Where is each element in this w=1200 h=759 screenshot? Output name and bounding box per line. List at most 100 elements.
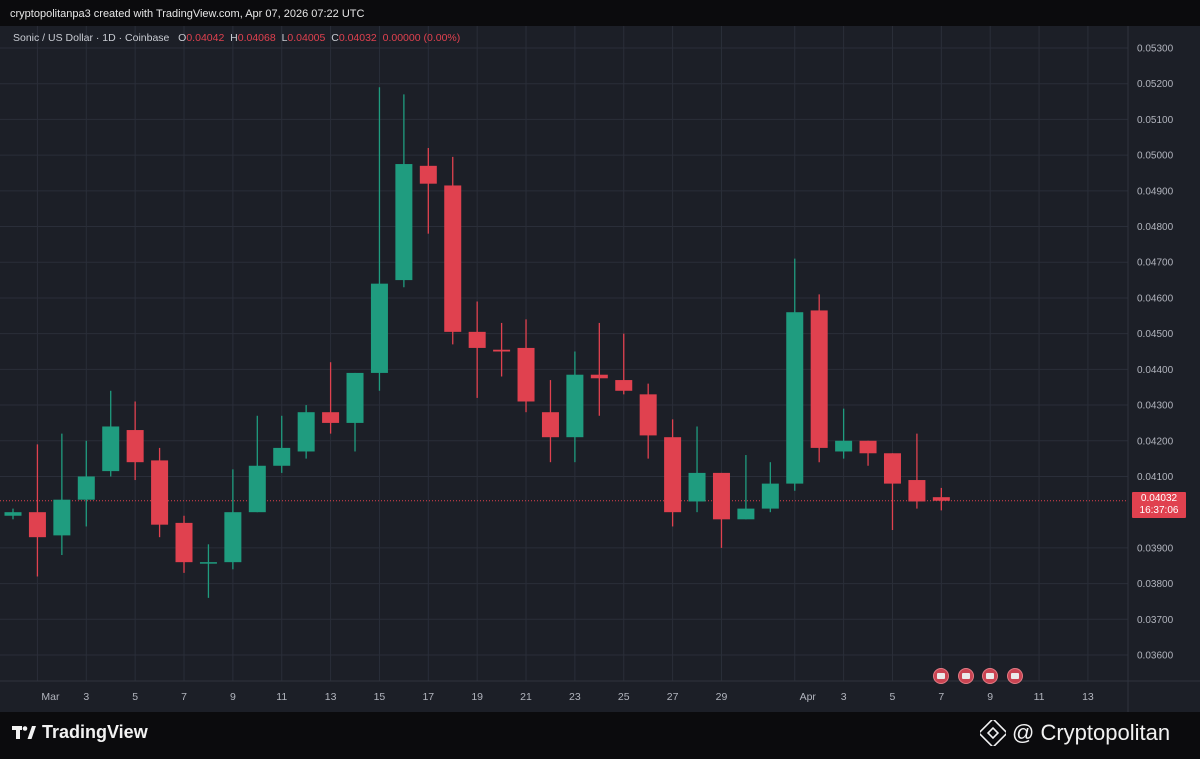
candle-body [810, 310, 828, 448]
candle-bearish [639, 383, 657, 459]
candle-bullish [688, 426, 706, 513]
candle-body [224, 512, 242, 563]
y-tick-label: 0.04600 [1137, 293, 1174, 304]
candle-body [297, 412, 315, 452]
x-tick-label: 5 [132, 691, 138, 703]
candle-body [590, 374, 608, 379]
y-tick-label: 0.05300 [1137, 44, 1174, 55]
x-tick-label: 13 [1082, 691, 1094, 703]
candle-bullish [248, 415, 266, 513]
candle-body [883, 453, 901, 484]
created-with-text: cryptopolitanpa3 created with TradingVie… [10, 8, 365, 20]
candle-bearish [810, 294, 828, 463]
x-tick-label: 17 [422, 691, 434, 703]
price-axis: 0.03600 0.03700 0.03800 0.03900 0.04100 0.042… [1137, 44, 1174, 662]
candle-body [688, 472, 706, 502]
candle-bearish [664, 419, 682, 527]
candlestick-chart[interactable]: 0.03600 0.03700 0.03800 0.03900 0.04100 0.042… [0, 26, 1200, 712]
candle-bullish [273, 415, 291, 473]
us-flag-icon[interactable] [957, 668, 974, 684]
high-value: 0.04068 [237, 32, 276, 44]
candle-bearish [151, 447, 169, 538]
candle-body [639, 394, 657, 436]
tradingview-logo[interactable]: TradingView [12, 722, 148, 743]
x-tick-label: 9 [230, 691, 236, 703]
candle-bearish [712, 472, 730, 548]
candle-body [419, 165, 437, 184]
candle-body [126, 430, 144, 463]
chart-panel[interactable]: 0.03600 0.03700 0.03800 0.03900 0.04100 0.042… [0, 26, 1200, 712]
y-tick-label: 0.03700 [1137, 615, 1174, 626]
candle-bullish [346, 372, 364, 452]
x-tick-label: 5 [890, 691, 896, 703]
candle-body [273, 447, 291, 466]
footer: TradingView @ Cryptopolitan [0, 712, 1200, 759]
candle-bullish [297, 405, 315, 459]
candle-body [712, 472, 730, 520]
candle-bullish [761, 462, 779, 513]
tradingview-logo-text: TradingView [42, 722, 148, 742]
candle-bearish [517, 319, 535, 413]
candle-body [248, 465, 266, 513]
candle-bearish [468, 301, 486, 398]
candle-body [859, 440, 877, 454]
candle-bearish [126, 401, 144, 481]
us-flag-icon[interactable] [1006, 668, 1023, 684]
candle-body [786, 312, 804, 484]
candle-body [615, 380, 633, 391]
y-tick-label: 0.04300 [1137, 401, 1174, 412]
bar-countdown: 16:37:06 [1139, 505, 1179, 516]
x-tick-label: 25 [618, 691, 630, 703]
candle-body [664, 437, 682, 513]
candle-bearish [175, 515, 193, 573]
candle-body [761, 483, 779, 509]
candle-bullish [224, 469, 242, 570]
candle-body [346, 372, 364, 423]
x-tick-label: 9 [987, 691, 993, 703]
candle-bullish [370, 87, 388, 391]
close-label: C [331, 32, 339, 44]
candle-body [493, 349, 511, 352]
candle-bearish [322, 362, 340, 434]
candle-body [370, 283, 388, 373]
candle-bullish [102, 390, 120, 477]
candle-bullish [77, 440, 95, 527]
candle-body [102, 426, 120, 472]
y-tick-label: 0.04700 [1137, 258, 1174, 269]
x-tick-label: 19 [471, 691, 483, 703]
candle-bearish [444, 156, 462, 345]
time-axis: Mar 3 5 7 9 11 13 15 17 19 21 23 25 27 29 Apr 3 5 7 9 11 13 [41, 691, 1094, 703]
candle-body [468, 331, 486, 348]
y-tick-label: 0.03800 [1137, 579, 1174, 590]
y-tick-label: 0.04400 [1137, 365, 1174, 376]
x-tick-label: 7 [181, 691, 187, 703]
candle-body [175, 522, 193, 563]
candle-bearish [493, 322, 511, 377]
binance-diamond-icon [980, 720, 1006, 746]
x-tick-label: 3 [841, 691, 847, 703]
y-tick-label: 0.03600 [1137, 651, 1174, 662]
last-price-tag: 0.04032 16:37:06 [1132, 492, 1186, 518]
candle-bearish [419, 147, 437, 234]
candle-body [541, 412, 559, 438]
low-label: L [281, 32, 288, 44]
candle-bullish [737, 455, 755, 520]
us-flag-icon[interactable] [982, 668, 999, 684]
candle-bearish [883, 453, 901, 531]
candle-body [395, 164, 413, 281]
candle-body [77, 476, 95, 500]
us-flag-icon[interactable] [933, 668, 950, 684]
candle-bullish [4, 508, 22, 520]
x-tick-label: 3 [83, 691, 89, 703]
x-tick-label: 11 [276, 691, 287, 703]
candle-body [566, 374, 584, 438]
low-value: 0.04005 [287, 32, 326, 44]
x-tick-label: Mar [41, 691, 60, 703]
candle-bullish [395, 94, 413, 288]
candle-bullish [53, 433, 71, 556]
candle-bearish [932, 487, 950, 511]
candle-body [737, 508, 755, 520]
candle-bearish [28, 444, 46, 577]
symbol-name: Sonic / US Dollar · 1D · Coinbase [13, 32, 170, 44]
change-value: 0.00000 (0.00%) [382, 32, 461, 44]
